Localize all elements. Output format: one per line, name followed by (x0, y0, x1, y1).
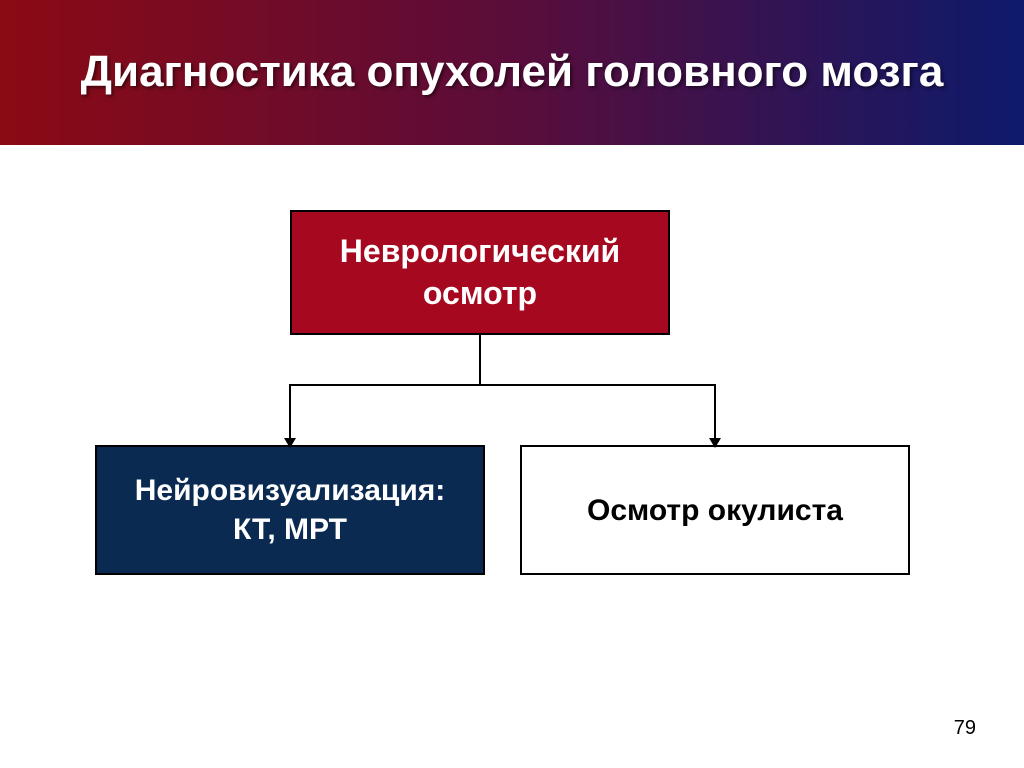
slide-title: Диагностика опухолей головного мозга (81, 46, 944, 99)
connector-right-drop (714, 385, 716, 441)
node-label: Неврологический осмотр (340, 231, 620, 314)
node-neurological-exam: Неврологический осмотр (290, 210, 670, 335)
node-label: Осмотр окулиста (587, 491, 843, 530)
connector-horizontal (289, 384, 716, 386)
node-label: Нейровизуализация: КТ, МРТ (135, 471, 446, 549)
flowchart-area: Неврологический осмотр Нейровизуализация… (0, 145, 1024, 768)
node-ophthalmologist: Осмотр окулиста (520, 445, 910, 575)
connector-left-drop (289, 385, 291, 441)
connector-trunk (479, 335, 481, 385)
node-neuroimaging: Нейровизуализация: КТ, МРТ (95, 445, 485, 575)
header-banner: Диагностика опухолей головного мозга (0, 0, 1024, 145)
arrow-left (284, 438, 296, 448)
arrow-right (709, 438, 721, 448)
page-number: 79 (954, 717, 976, 740)
